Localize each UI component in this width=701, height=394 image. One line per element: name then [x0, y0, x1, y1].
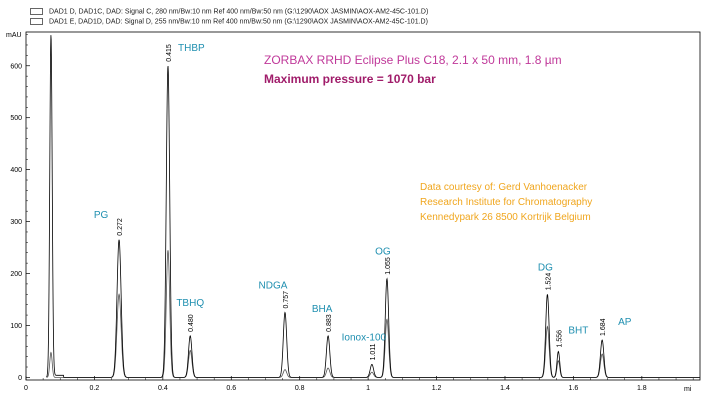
x-axis-unit-label: mi — [684, 386, 692, 393]
peak-name-label: BHT — [568, 325, 588, 336]
x-tick-label: 1.8 — [637, 385, 647, 392]
chromatogram-traces — [46, 35, 700, 378]
peak-rt-label: 1.524 — [545, 273, 552, 291]
peak-rt-label: 0.883 — [326, 314, 333, 332]
y-tick-label: 500 — [10, 115, 22, 122]
legend-text-signal-c: DAD1 D, DAD1C, DAD: Signal C, 280 nm/Bw:… — [49, 8, 429, 16]
y-axis-unit-label: mAU — [6, 32, 22, 39]
peak-name-label: PG — [94, 210, 109, 221]
legend-entry-signal-d: DAD1 E, DAD1D, DAD: Signal D, 255 nm/Bw:… — [30, 18, 428, 25]
y-tick-label: 100 — [10, 323, 22, 330]
peak-rt-label: 0.272 — [117, 218, 124, 236]
peak-rt-label: 0.480 — [188, 314, 195, 332]
max-pressure-text: Maximum pressure = 1070 bar — [264, 72, 436, 86]
peak-rt-label: 1.684 — [600, 318, 607, 336]
column-name-text: ZORBAX RRHD Eclipse Plus C18, 2.1 x 50 m… — [264, 53, 562, 67]
legend-swatch-signal-c — [30, 8, 43, 15]
x-tick-label: 0 — [24, 385, 28, 392]
x-tick-label: 0.6 — [226, 385, 236, 392]
y-tick-label: 200 — [10, 271, 22, 278]
peak-name-label: THBP — [178, 43, 205, 54]
peak-rt-label: 1.556 — [556, 330, 563, 348]
y-tick-label: 600 — [10, 63, 22, 70]
peak-name-label: NDGA — [259, 280, 288, 291]
x-tick-label: 1.6 — [569, 385, 579, 392]
peak-name-label: BHA — [312, 304, 333, 315]
x-tick-label: 0.4 — [158, 385, 168, 392]
x-tick-label: 1 — [366, 385, 370, 392]
peak-rt-label: 0.415 — [166, 44, 173, 62]
credit-line-3: Kennedypark 26 8500 Kortrijk Belgium — [420, 212, 591, 223]
legend-entry-signal-c: DAD1 D, DAD1C, DAD: Signal C, 280 nm/Bw:… — [30, 8, 428, 15]
y-tick-label: 300 — [10, 219, 22, 226]
plot-frame — [25, 31, 701, 381]
x-tick-label: 0.8 — [295, 385, 305, 392]
y-tick-label: 0 — [18, 375, 22, 382]
peak-rt-label: 1.055 — [385, 257, 392, 275]
peak-name-label: OG — [375, 247, 391, 258]
peak-name-label: DG — [538, 262, 553, 273]
peak-name-label: TBHQ — [176, 298, 204, 309]
axes: 0 100 200 300 400 500 600 0 0.2 0.4 0.6 0.8 1 1.2 1.4 1… — [10, 31, 701, 392]
y-tick-label: 400 — [10, 167, 22, 174]
legend-swatch-signal-d — [30, 18, 43, 25]
peak-rt-label: 1.011 — [370, 343, 377, 360]
peak-name-label: AP — [618, 317, 632, 328]
peak-name-label: Ionox-100 — [342, 332, 387, 343]
credit-line-2: Research Institute for Chromatography — [420, 197, 592, 208]
legend-text-signal-d: DAD1 E, DAD1D, DAD: Signal D, 255 nm/Bw:… — [49, 18, 428, 26]
trace-signal-c — [46, 35, 700, 378]
x-tick-label: 1.4 — [500, 385, 510, 392]
credit-line-1: Data courtesy of: Gerd Vanhoenacker — [420, 182, 588, 193]
x-tick-label: 1.2 — [432, 385, 442, 392]
x-tick-label: 0.2 — [90, 385, 100, 392]
peak-rt-label: 0.757 — [283, 291, 290, 309]
